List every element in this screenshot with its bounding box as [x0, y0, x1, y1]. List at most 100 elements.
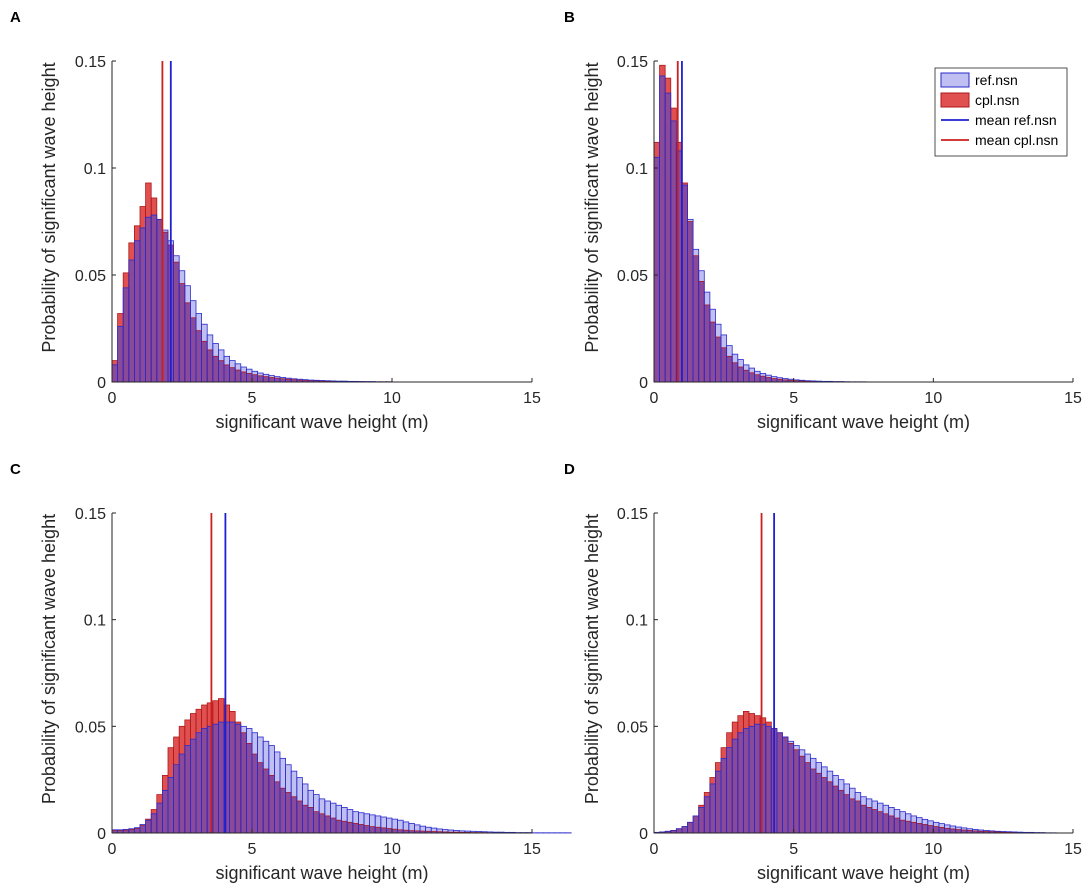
overlap-bar [246, 743, 252, 833]
ref-bar [347, 809, 353, 833]
cpl-bar [676, 142, 682, 151]
cpl-bar [128, 242, 135, 261]
overlap-bar [218, 360, 224, 382]
overlap-bar [676, 828, 682, 833]
overlap-bar [291, 796, 297, 833]
overlap-bar [748, 372, 755, 382]
overlap-bar [838, 790, 844, 833]
overlap-bar [961, 830, 967, 833]
overlap-bar [392, 829, 398, 833]
overlap-bar [240, 732, 247, 833]
cpl-bar [743, 711, 749, 729]
overlap-bar [994, 831, 1001, 833]
overlap-bar [916, 823, 923, 833]
overlap-bar [246, 373, 252, 382]
overlap-bar [693, 255, 699, 382]
y-tick-label: 0 [97, 375, 106, 392]
cpl-bar [235, 722, 241, 725]
overlap-bar [330, 818, 336, 833]
overlap-bar [168, 777, 174, 833]
overlap-bar [123, 830, 129, 833]
overlap-bar [207, 349, 213, 382]
overlap-bar [386, 828, 392, 833]
overlap-bar [123, 287, 129, 382]
panel-c: C 0 5 10 15 0 0.05 0.1 0.15 significant wave heig… [10, 461, 572, 883]
overlap-bar [308, 380, 314, 382]
overlap-bar [414, 830, 420, 833]
overlap-bar [235, 724, 241, 833]
overlap-bar [860, 805, 867, 833]
overlap-bar [224, 364, 230, 382]
overlap-bar [319, 813, 325, 833]
ref-bar [375, 815, 381, 833]
overlap-bar [324, 815, 331, 833]
x-tick-label: 0 [108, 841, 117, 858]
x-tick-label: 10 [383, 841, 401, 858]
ref-bar [403, 821, 409, 833]
ref-bar [414, 824, 420, 833]
overlap-bar [793, 380, 800, 382]
overlap-bar [369, 826, 376, 833]
overlap-bar [140, 227, 146, 382]
cpl-bar [654, 142, 660, 158]
cpl-bar [123, 272, 129, 288]
cpl-bar [196, 709, 202, 733]
overlap-bar [156, 219, 163, 382]
cpl-bar [151, 197, 157, 216]
overlap-bar [905, 821, 911, 833]
overlap-bar [375, 827, 381, 833]
overlap-bar [302, 805, 308, 833]
ref-bar [448, 830, 454, 833]
panel-letter: C [10, 461, 21, 478]
overlap-bar [855, 801, 861, 833]
overlap-bar [788, 743, 794, 833]
overlap-bar [179, 283, 185, 382]
ref-bar [386, 818, 392, 833]
overlap-bar [268, 775, 275, 833]
overlap-bar [212, 356, 219, 382]
overlap-bar [910, 822, 917, 833]
overlap-bar [140, 825, 146, 833]
cpl-bar [732, 722, 738, 740]
overlap-bar [134, 828, 140, 833]
overlap-bar [408, 830, 415, 833]
overlap-bar [737, 367, 744, 382]
overlap-bar [827, 781, 833, 833]
cpl-bar [737, 715, 744, 733]
x-tick-label: 15 [1064, 390, 1082, 407]
overlap-bar [235, 370, 241, 382]
cpl-bar [145, 182, 152, 218]
overlap-bar [252, 754, 258, 833]
overlap-bar [888, 815, 895, 833]
overlap-bar [190, 317, 196, 382]
overlap-bar [737, 732, 744, 833]
overlap-bar [698, 281, 705, 382]
cpl-bar [162, 775, 168, 791]
overlap-bar [257, 375, 264, 382]
y-tick-label: 0.05 [617, 719, 648, 736]
overlap-bar [263, 769, 269, 833]
y-tick-label: 0.05 [75, 268, 106, 285]
overlap-bar [704, 304, 710, 382]
cpl-bar [698, 805, 705, 808]
overlap-bar [179, 754, 185, 833]
ref-bar [425, 827, 432, 833]
ref-bar [453, 830, 460, 833]
overlap-bar [704, 796, 710, 833]
cpl-bar [151, 809, 157, 814]
cpl-bar [134, 225, 140, 241]
overlap-bar [296, 801, 303, 833]
overlap-bar [927, 825, 934, 833]
y-tick-label: 0.05 [75, 719, 106, 736]
overlap-bar [313, 380, 320, 382]
overlap-bar [776, 732, 783, 833]
x-tick-label: 5 [248, 841, 257, 858]
overlap-bar [162, 232, 168, 382]
ref-bar [408, 823, 415, 833]
cpl-bar [168, 747, 174, 778]
overlap-bar [302, 380, 308, 382]
overlap-bar [313, 811, 320, 833]
overlap-bar [280, 378, 286, 382]
overlap-bar [190, 739, 196, 833]
overlap-bar [670, 120, 677, 383]
